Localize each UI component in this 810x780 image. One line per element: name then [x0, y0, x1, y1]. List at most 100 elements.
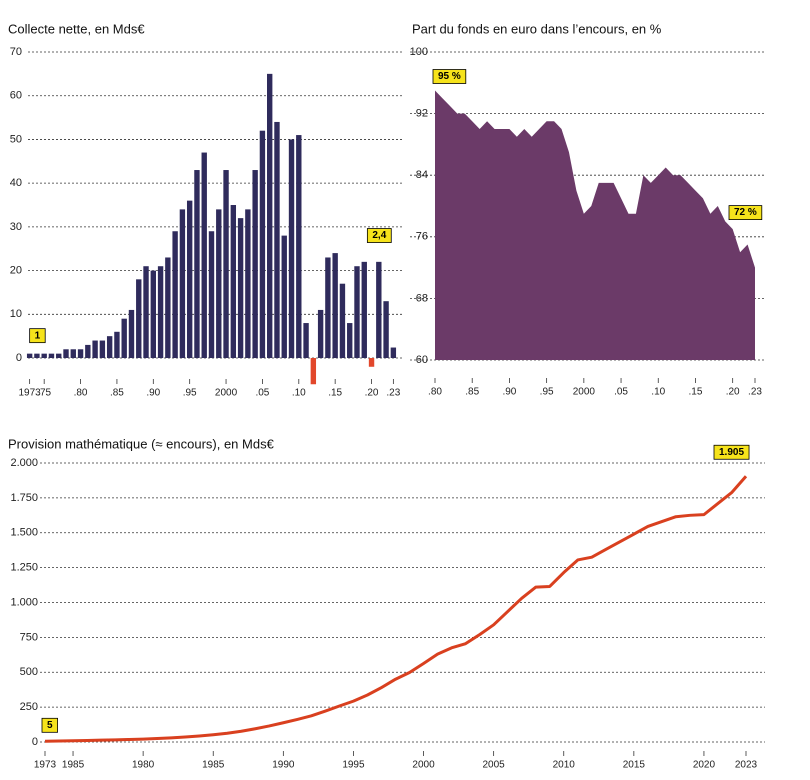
bar [41, 353, 47, 359]
x-tick-label: .15 [689, 387, 703, 398]
x-tick-label: .15 [328, 388, 342, 399]
bar [92, 340, 98, 359]
x-tick-label: 1995 [342, 760, 365, 771]
value-label: 72 % [734, 207, 757, 218]
x-tick-label: 1980 [132, 760, 155, 771]
y-tick-label: 1.500 [10, 527, 38, 539]
value-label: 1.905 [719, 447, 744, 458]
bar [157, 266, 164, 359]
bar [48, 353, 55, 359]
value-label-box [41, 717, 58, 733]
x-tick-label: 2010 [553, 760, 576, 771]
bar [70, 349, 76, 359]
bar [310, 358, 317, 385]
x-tick-label: .90 [502, 387, 516, 398]
bar [194, 170, 200, 359]
bar [150, 270, 156, 359]
bar [179, 209, 186, 359]
bar [383, 301, 389, 359]
bar [26, 353, 33, 359]
x-tick-label: .05 [614, 387, 628, 398]
y-tick-label: 1.250 [10, 562, 38, 574]
x-tick-label: .85 [110, 388, 124, 399]
x-tick-label: .85 [465, 387, 479, 398]
y-tick-label: 84 [416, 169, 428, 181]
y-tick-label: 70 [10, 46, 22, 58]
y-tick-label: 250 [20, 701, 38, 713]
x-tick-label: .10 [651, 387, 665, 398]
value-label-box [432, 69, 467, 84]
y-tick-label: 92 [416, 108, 428, 120]
value-label-box [366, 228, 392, 243]
bar [208, 231, 215, 359]
bar [106, 336, 113, 359]
y-tick-label: 20 [10, 264, 22, 276]
x-tick-label: 1973 [19, 388, 42, 399]
bar [216, 209, 222, 359]
x-tick-label: 2015 [623, 760, 646, 771]
bar [288, 139, 295, 359]
y-tick-label: 10 [10, 308, 22, 320]
y-tick-label: 500 [20, 666, 38, 678]
value-label-box [29, 328, 46, 344]
bar [201, 152, 207, 359]
bar [245, 209, 251, 359]
x-tick-label: .75 [37, 388, 51, 399]
bar [99, 340, 106, 359]
y-tick-label: 60 [416, 354, 428, 366]
bar [347, 323, 353, 359]
x-tick-label: .80 [74, 388, 88, 399]
y-tick-label: 0 [16, 352, 22, 364]
x-tick-label: .23 [386, 388, 400, 399]
bar [267, 73, 273, 359]
bar [121, 318, 127, 359]
y-tick-label: 60 [10, 90, 22, 102]
bar [361, 261, 367, 359]
bar [128, 309, 135, 359]
bar [186, 200, 193, 359]
bar [303, 323, 309, 359]
y-tick-label: 0 [32, 736, 38, 748]
y-tick-label: 1.000 [10, 596, 38, 608]
x-tick-label: 2000 [573, 387, 596, 398]
bar [354, 266, 360, 359]
bar [390, 347, 397, 359]
bar [136, 279, 142, 359]
y-tick-label: 76 [416, 231, 428, 243]
x-tick-label: 1985 [202, 760, 225, 771]
y-tick-label: 2.000 [10, 457, 38, 469]
bar [332, 253, 338, 359]
chart-title: Collecte nette, en Mds€ [8, 21, 145, 36]
value-label: 2,4 [372, 230, 386, 241]
y-tick-label: 750 [20, 631, 38, 643]
bar [368, 358, 375, 367]
x-tick-label: 2023 [735, 760, 758, 771]
x-tick-label: .05 [255, 388, 269, 399]
bar [274, 121, 280, 359]
bar [77, 349, 84, 359]
x-tick-label: .23 [748, 387, 762, 398]
bar [230, 205, 237, 359]
bar [339, 283, 346, 359]
bar [172, 231, 178, 359]
x-tick-label: 1990 [272, 760, 295, 771]
x-tick-label: 1985 [62, 760, 85, 771]
value-label: 95 % [438, 71, 461, 82]
bar [56, 353, 62, 359]
x-tick-label: .20 [365, 388, 379, 399]
bar [63, 349, 69, 359]
value-label: 5 [47, 720, 53, 731]
bar [252, 170, 258, 359]
x-tick-label: 2005 [483, 760, 506, 771]
chart-title: Part du fonds en euro dans l’encours, en… [412, 21, 662, 36]
bar [85, 344, 91, 359]
y-tick-label: 68 [416, 292, 428, 304]
line [44, 475, 748, 743]
value-label-box [713, 444, 750, 460]
x-tick-label: 1973 [34, 760, 57, 771]
bar [325, 257, 331, 359]
bar [317, 309, 324, 359]
x-tick-label: .90 [146, 388, 160, 399]
